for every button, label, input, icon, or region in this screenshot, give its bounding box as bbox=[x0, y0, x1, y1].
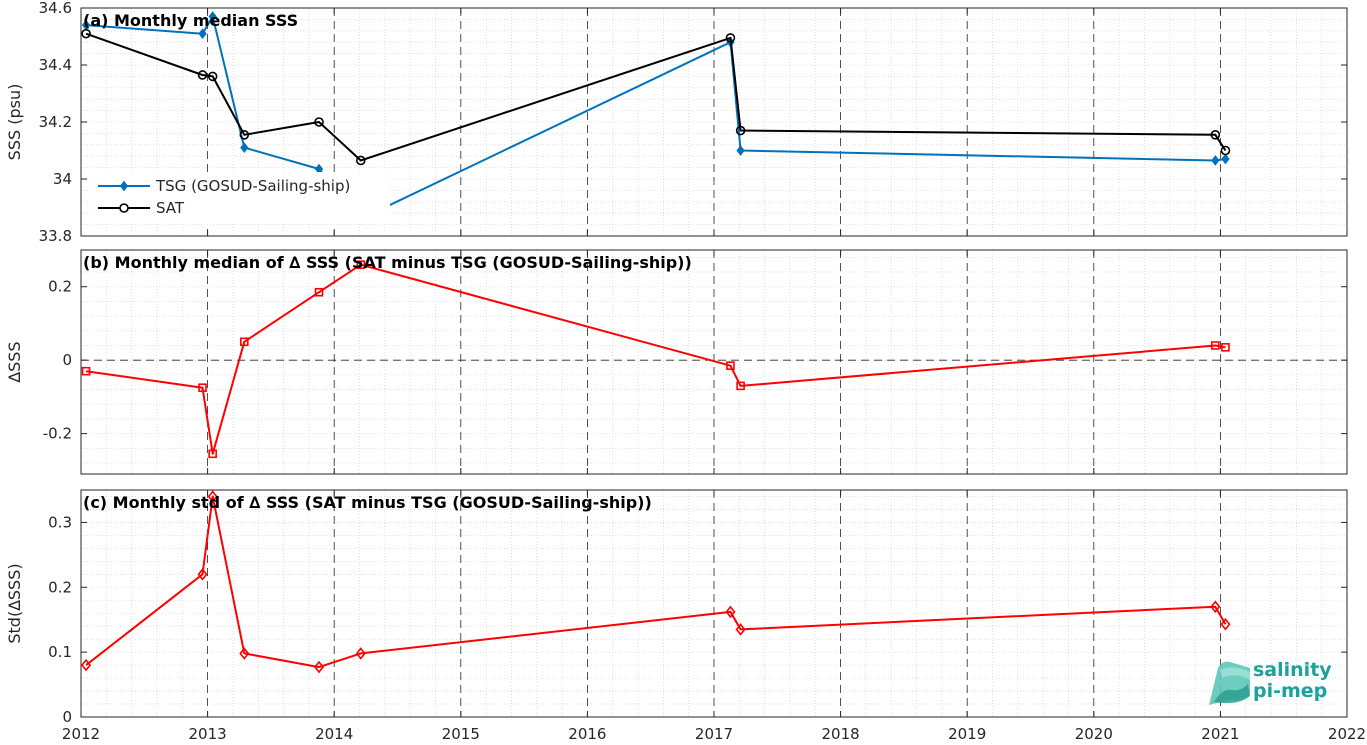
data-point bbox=[239, 647, 250, 660]
data-point bbox=[198, 383, 207, 393]
y-axis-label: SSS (psu) bbox=[5, 84, 24, 161]
data-point bbox=[208, 449, 217, 459]
panel-title: (b) Monthly median of ∆ SSS (SAT minus T… bbox=[83, 253, 692, 272]
x-tick-label: 2016 bbox=[568, 725, 606, 743]
data-point bbox=[207, 71, 218, 82]
panel-title: (c) Monthly std of ∆ SSS (SAT minus TSG … bbox=[83, 493, 652, 512]
legend-entry: TSG (GOSUD-Sailing-ship) bbox=[98, 177, 350, 195]
data-point bbox=[356, 260, 366, 269]
x-tick-label: 2013 bbox=[189, 725, 227, 743]
y-tick-labels: 33.8 34 34.2 34.4 34.6 bbox=[39, 0, 1347, 245]
data-point bbox=[1220, 617, 1231, 631]
x-tick-label: 2019 bbox=[948, 725, 986, 743]
logo-text-salinity: salinity bbox=[1253, 659, 1332, 681]
x-tick-label: 2020 bbox=[1075, 725, 1113, 743]
x-tick-label: 2012 bbox=[62, 725, 100, 743]
data-point bbox=[197, 568, 208, 581]
legend-label: SAT bbox=[156, 199, 185, 217]
y-tick-label: 34.2 bbox=[39, 113, 72, 131]
panel-a-median-sss: 33.8 34 34.2 34.4 34.6 SSS (psu) (a) Monthly m… bbox=[5, 0, 1348, 245]
y-tick-label: 0.2 bbox=[48, 278, 72, 296]
data-point bbox=[314, 117, 324, 127]
series-0 bbox=[81, 260, 1230, 459]
data-point bbox=[239, 130, 250, 140]
major-grid-vertical bbox=[207, 250, 1221, 474]
data-point bbox=[735, 125, 746, 136]
data-point bbox=[1211, 341, 1220, 350]
panel-title: (a) Monthly median SSS bbox=[83, 11, 298, 30]
data-point bbox=[1210, 130, 1221, 140]
data-point bbox=[313, 660, 325, 674]
x-tick-label: 2018 bbox=[822, 725, 860, 743]
y-tick-label: -0.2 bbox=[43, 425, 72, 443]
data-point bbox=[240, 142, 249, 153]
data-point bbox=[1220, 145, 1231, 156]
axes-frame bbox=[80, 249, 1348, 475]
data-point bbox=[1221, 153, 1230, 165]
data-point bbox=[197, 70, 208, 80]
data-point bbox=[198, 28, 207, 39]
plot-area bbox=[81, 490, 1347, 717]
series-line bbox=[85, 32, 1227, 162]
series-line bbox=[85, 263, 1226, 455]
data-point bbox=[726, 361, 735, 370]
y-tick-labels: -0.2 0 0.2 bbox=[43, 278, 1347, 443]
legend-label: TSG (GOSUD-Sailing-ship) bbox=[155, 177, 350, 195]
y-tick-label: 34 bbox=[53, 170, 72, 188]
logo-wave-icon bbox=[1209, 661, 1250, 705]
data-point bbox=[725, 605, 736, 619]
axes-frame bbox=[80, 489, 1348, 718]
data-point bbox=[240, 337, 249, 347]
panel-b-median-delta-sss: -0.2 0 0.2 ∆SSS (b) Monthly median of ∆ SSS … bbox=[5, 249, 1348, 475]
y-tick-labels: 0 0.1 0.2 0.3 bbox=[48, 513, 1347, 726]
data-point bbox=[355, 647, 366, 660]
data-point bbox=[1210, 600, 1221, 614]
data-point bbox=[208, 11, 217, 22]
data-point bbox=[81, 28, 91, 39]
series-1 bbox=[81, 28, 1231, 166]
y-tick-label: 0.2 bbox=[48, 578, 72, 596]
data-point bbox=[314, 287, 324, 297]
data-point bbox=[81, 658, 92, 672]
y-tick-label: 0 bbox=[62, 708, 72, 726]
x-tick-label: 2014 bbox=[315, 725, 353, 743]
data-point bbox=[1221, 343, 1230, 352]
salinity-pi-mep-logo: salinity pi-mep bbox=[1209, 659, 1332, 705]
y-tick-label: 33.8 bbox=[39, 227, 72, 245]
x-tick-label: 2017 bbox=[695, 725, 733, 743]
data-point bbox=[735, 623, 746, 636]
axes-frame bbox=[80, 7, 1348, 237]
x-tick-label: 2022 bbox=[1328, 725, 1366, 743]
data-point bbox=[725, 33, 736, 43]
y-tick-label: 0.1 bbox=[48, 643, 72, 661]
x-tick-label: 2021 bbox=[1201, 725, 1239, 743]
x-tick-label: 2015 bbox=[442, 725, 480, 743]
y-tick-label: 34.6 bbox=[39, 0, 72, 17]
y-tick-label: 0 bbox=[62, 351, 72, 369]
logo-text-pi-mep: pi-mep bbox=[1253, 680, 1327, 702]
data-point bbox=[355, 155, 366, 166]
data-point bbox=[736, 145, 745, 156]
series-0 bbox=[81, 490, 1231, 674]
data-point bbox=[1211, 155, 1220, 166]
y-axis-label: Std(∆SSS) bbox=[5, 563, 24, 643]
legend-entry: SAT bbox=[98, 199, 185, 217]
legend: TSG (GOSUD-Sailing-ship) SAT bbox=[92, 172, 390, 224]
y-tick-label: 0.3 bbox=[48, 513, 72, 531]
x-ticks: 2012 2013 2014 2015 2016 2017 2018 2019 2020 2021… bbox=[62, 490, 1366, 743]
y-axis-label: ∆SSS bbox=[5, 341, 24, 383]
data-point bbox=[207, 490, 218, 503]
x-ticks bbox=[80, 8, 1348, 236]
data-point bbox=[81, 366, 91, 376]
series-line bbox=[85, 495, 1227, 669]
y-tick-label: 34.4 bbox=[39, 56, 72, 74]
data-point bbox=[736, 381, 745, 391]
